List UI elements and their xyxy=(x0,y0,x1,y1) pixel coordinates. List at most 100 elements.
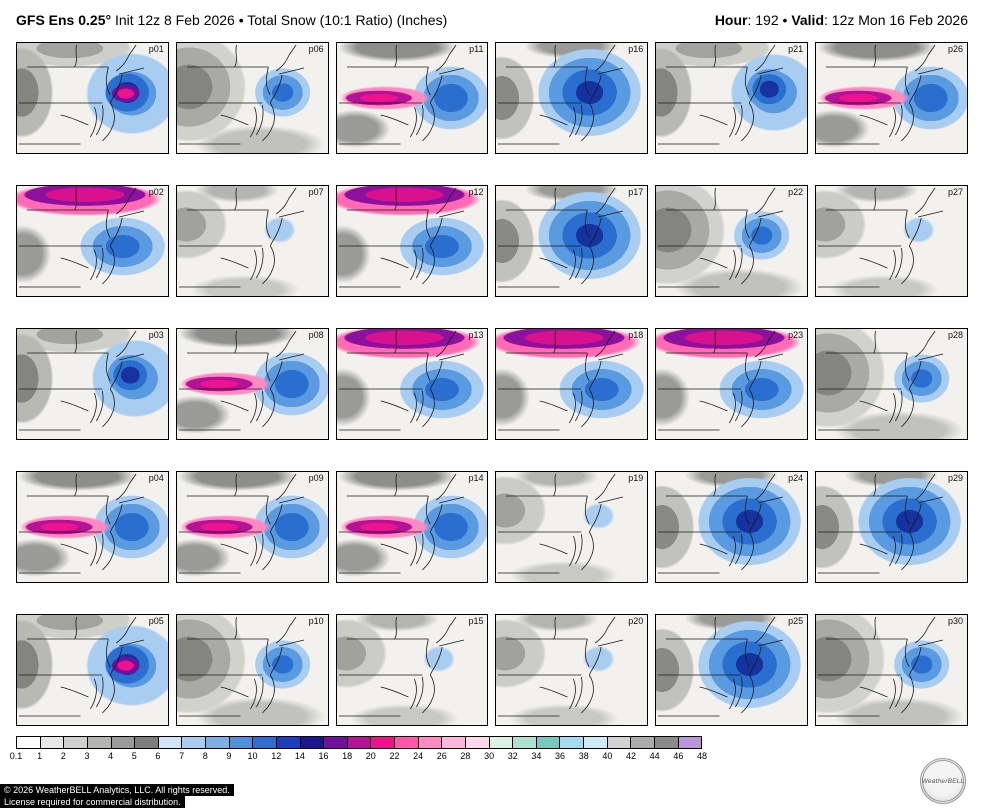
map-outline xyxy=(178,44,305,145)
map-outline xyxy=(18,616,145,717)
ensemble-map-panel[interactable]: p12 xyxy=(335,185,489,297)
colorbar-tick: 7 xyxy=(179,751,185,761)
ensemble-map-panel[interactable]: p09 xyxy=(175,471,329,583)
ensemble-map-panel[interactable]: p29 xyxy=(815,471,968,583)
ensemble-map-panel[interactable]: p24 xyxy=(655,471,809,583)
panel-label: p01 xyxy=(148,44,164,54)
colorbar-tick: 40 xyxy=(602,751,613,761)
ensemble-map-panel[interactable]: p11 xyxy=(335,42,489,154)
panel-label: p16 xyxy=(628,44,644,54)
panel-label: p08 xyxy=(308,330,324,340)
panel-label: p20 xyxy=(628,616,644,626)
colorbar-segment xyxy=(253,737,277,748)
panel-label: p19 xyxy=(628,473,644,483)
map-outline xyxy=(817,44,944,145)
panel-label: p18 xyxy=(628,330,644,340)
map-outline xyxy=(338,187,465,288)
ensemble-map-panel[interactable]: p19 xyxy=(495,471,649,583)
ensemble-map-panel[interactable]: p02 xyxy=(16,185,169,297)
ensemble-map-panel[interactable]: p28 xyxy=(815,328,968,440)
ensemble-panel-grid: p01 p06 p11 p16 p21 p26 p02 p07 p12 p17 … xyxy=(16,42,968,726)
panel-label: p12 xyxy=(468,187,484,197)
colorbar-segment xyxy=(654,737,679,748)
map-outline xyxy=(338,616,465,717)
map-outline xyxy=(178,330,305,431)
ensemble-map-panel[interactable]: p17 xyxy=(495,185,649,297)
map-outline xyxy=(338,330,465,431)
map-outline xyxy=(498,44,624,145)
header-bar: GFS Ens 0.25° Init 12z 8 Feb 2026 • Tota… xyxy=(0,0,984,38)
colorbar-segment xyxy=(465,737,490,748)
colorbar-tick: 10 xyxy=(247,751,258,761)
ensemble-map-panel[interactable]: p25 xyxy=(655,614,809,726)
ensemble-map-panel[interactable]: p06 xyxy=(175,42,329,154)
ensemble-map-panel[interactable]: p03 xyxy=(16,328,169,440)
ensemble-map-panel[interactable]: p27 xyxy=(815,185,968,297)
panel-label: p17 xyxy=(628,187,644,197)
colorbar-segment xyxy=(206,737,230,748)
map-outline xyxy=(18,473,145,574)
panel-label: p25 xyxy=(788,616,804,626)
snowfall-colorbar: 0.1 1 2 3 4 5 6 7 8 9 10 12 14 16 18 20 22 24 26 28 30 32 34 36… xyxy=(10,736,707,764)
copyright-line: © 2026 WeatherBELL Analytics, LLC. All r… xyxy=(0,784,234,796)
colorbar-tick: 22 xyxy=(389,751,400,761)
ensemble-map-panel[interactable]: p07 xyxy=(175,185,329,297)
panel-label: p26 xyxy=(947,44,963,54)
panel-label: p11 xyxy=(469,44,484,54)
colorbar-tick: 38 xyxy=(578,751,589,761)
colorbar-tick: 9 xyxy=(226,751,232,761)
colorbar-segment xyxy=(395,737,419,748)
panel-label: p27 xyxy=(947,187,963,197)
colorbar-segment xyxy=(678,737,702,748)
map-outline xyxy=(657,44,784,145)
panel-label: p13 xyxy=(468,330,484,340)
colorbar-tick: 28 xyxy=(460,751,471,761)
ensemble-map-panel[interactable]: p13 xyxy=(335,328,489,440)
colorbar-swatches xyxy=(16,736,702,749)
ensemble-map-panel[interactable]: p23 xyxy=(655,328,809,440)
colorbar-segment xyxy=(442,737,466,748)
colorbar-tick: 14 xyxy=(294,751,305,761)
weatherbell-logo: WeatherBELL xyxy=(920,758,966,804)
ensemble-map-panel[interactable]: p26 xyxy=(815,42,968,154)
ensemble-map-panel[interactable]: p04 xyxy=(16,471,169,583)
ensemble-map-panel[interactable]: p16 xyxy=(495,42,649,154)
map-outline xyxy=(178,616,305,717)
colorbar-segment xyxy=(158,737,183,748)
panel-label: p07 xyxy=(308,187,324,197)
ensemble-map-panel[interactable]: p30 xyxy=(815,614,968,726)
map-outline xyxy=(498,616,624,717)
colorbar-tick: 32 xyxy=(507,751,518,761)
ensemble-map-panel[interactable]: p18 xyxy=(495,328,649,440)
ensemble-map-panel[interactable]: p14 xyxy=(335,471,489,583)
map-outline xyxy=(338,44,465,145)
ensemble-map-panel[interactable]: p05 xyxy=(16,614,169,726)
panel-label: p10 xyxy=(308,616,324,626)
colorbar-tick: 12 xyxy=(271,751,282,761)
ensemble-map-panel[interactable]: p10 xyxy=(175,614,329,726)
valid-label: Valid xyxy=(791,12,824,28)
colorbar-tick: 46 xyxy=(673,751,684,761)
colorbar-tick: 26 xyxy=(436,751,447,761)
map-outline xyxy=(657,616,784,717)
colorbar-segment xyxy=(584,737,608,748)
ensemble-map-panel[interactable]: p01 xyxy=(16,42,169,154)
ensemble-map-panel[interactable]: p08 xyxy=(175,328,329,440)
panel-label: p02 xyxy=(148,187,164,197)
colorbar-segment xyxy=(347,737,372,748)
map-outline xyxy=(18,187,145,288)
ensemble-map-panel[interactable]: p21 xyxy=(655,42,809,154)
colorbar-segment xyxy=(182,737,206,748)
colorbar-segment xyxy=(489,737,514,748)
map-outline xyxy=(657,330,784,431)
ensemble-map-panel[interactable]: p22 xyxy=(655,185,809,297)
colorbar-tick: 4 xyxy=(108,751,114,761)
colorbar-tick-labels: 0.1 1 2 3 4 5 6 7 8 9 10 12 14 16 18 20 22 24 26 28 30 32 34 36… xyxy=(10,751,707,764)
colorbar-tick: 1 xyxy=(37,751,43,761)
ensemble-map-panel[interactable]: p20 xyxy=(495,614,649,726)
panel-label: p28 xyxy=(947,330,963,340)
panel-label: p22 xyxy=(788,187,804,197)
colorbar-segment xyxy=(276,737,301,748)
ensemble-map-panel[interactable]: p15 xyxy=(335,614,489,726)
page-title: GFS Ens 0.25° Init 12z 8 Feb 2026 • Tota… xyxy=(16,12,447,28)
